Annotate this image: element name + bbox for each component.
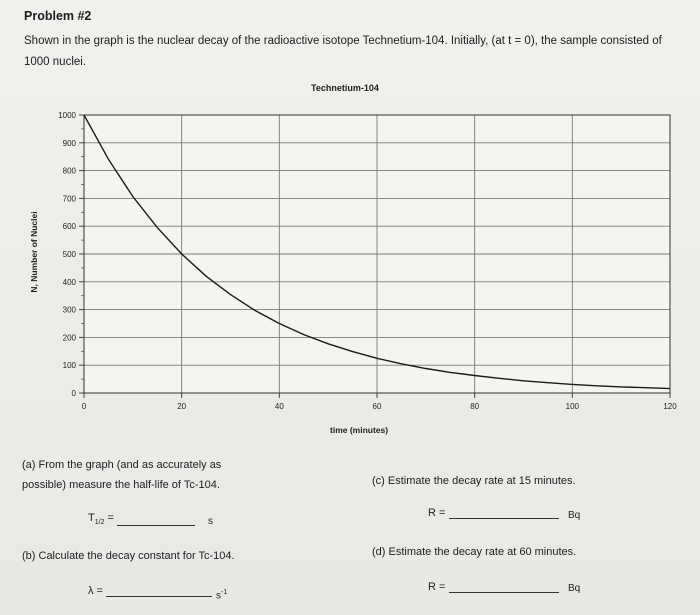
x-tick-label: 0 [82,402,87,411]
x-axis-label: time (minutes) [330,425,389,435]
rate-15-symbol: R = [428,507,446,519]
x-tick-label: 120 [663,402,677,411]
question-d: (d) Estimate the decay rate at 60 minute… [372,546,577,558]
y-tick-label: 0 [72,389,77,398]
x-tick-label: 80 [470,402,479,411]
decay-constant-symbol: λ = [88,585,103,597]
y-tick-label: 100 [63,361,77,370]
question-a: (a) From the graph (and as accurately as… [22,455,221,495]
x-tick-label: 60 [373,402,382,411]
x-tick-label: 100 [566,402,580,411]
y-tick-label: 800 [63,167,77,176]
problem-heading: Problem #2 [24,9,92,23]
half-life-equals: = [104,512,114,524]
half-life-unit: s [208,516,213,527]
y-tick-label: 200 [63,333,77,342]
y-tick-label: 1000 [58,111,76,120]
question-c: (c) Estimate the decay rate at 15 minute… [372,475,576,487]
question-b: (b) Calculate the decay constant for Tc-… [22,550,235,562]
decay-constant-unit: s-1 [216,589,227,601]
plot-frame [83,114,671,394]
decay-curve [83,114,671,390]
chart-title: Technetium-104 [311,83,379,93]
y-tick-label: 300 [63,306,77,315]
y-tick-label: 500 [63,250,77,259]
rate-60-unit: Bq [568,583,581,594]
question-a-line1: (a) From the graph (and as accurately as [22,459,222,471]
answer-b: λ = [88,585,213,597]
rate-60-blank[interactable] [448,592,559,593]
y-tick-label: 900 [63,139,77,148]
half-life-subscript: 1/2 [94,519,105,527]
decay-constant-unit-exp: -1 [221,589,228,596]
y-axis-label: N, Number of Nuclei [29,211,39,293]
rate-15-blank[interactable] [448,518,559,519]
answer-d: R = [428,581,559,593]
problem-intro: Shown in the graph is the nuclear decay … [24,35,662,68]
answer-c: R = [428,507,559,519]
answer-a: T1/2 = [88,512,196,527]
y-tick-label: 600 [63,222,77,231]
half-life-symbol: T [88,512,95,524]
x-tick-label: 20 [177,402,186,411]
half-life-blank[interactable] [117,525,196,527]
y-tick-label: 700 [63,194,77,203]
decay-constant-unit-base: s [216,590,221,602]
x-tick-label: 40 [275,402,284,411]
question-a-line2: possible) measure the half-life of Tc-10… [22,479,220,491]
rate-15-unit: Bq [568,510,581,521]
decay-constant-blank[interactable] [106,596,213,597]
rate-60-symbol: R = [428,581,446,593]
y-tick-label: 400 [63,278,77,287]
